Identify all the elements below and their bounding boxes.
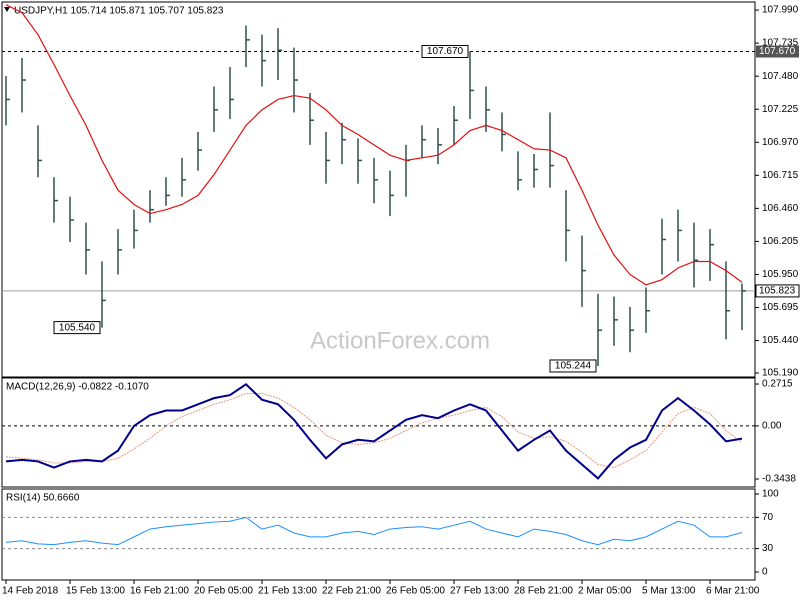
price-label: 105.823 xyxy=(759,286,796,297)
panel-frame xyxy=(1,1,756,378)
panel-title: RSI(14) 50.6660 xyxy=(6,493,80,504)
x-tick-label: 28 Feb 21:00 xyxy=(514,586,573,597)
y-tick-label: 0.2715 xyxy=(762,379,793,390)
y-tick-label: 105.190 xyxy=(762,368,799,379)
y-tick-label: 105.440 xyxy=(762,335,799,346)
y-tick-label: 107.735 xyxy=(762,38,799,49)
price-box xyxy=(755,284,800,298)
x-tick-label: 2 Mar 05:00 xyxy=(578,586,632,597)
y-tick-label: -0.3438 xyxy=(762,474,796,485)
y-tick-label: 30 xyxy=(762,543,774,554)
watermark: ActionForex.com xyxy=(310,327,490,354)
x-tick-label: 14 Feb 2018 xyxy=(2,586,59,597)
y-tick-label: 0.00 xyxy=(762,421,782,432)
ma-line xyxy=(5,4,743,286)
y-tick-label: 106.715 xyxy=(762,170,799,181)
level-label: 107.670 xyxy=(759,46,796,57)
y-tick-label: 107.225 xyxy=(762,104,799,115)
annotation-box xyxy=(421,45,469,59)
x-tick-label: 20 Feb 05:00 xyxy=(194,586,253,597)
x-tick-label: 15 Feb 13:00 xyxy=(66,586,125,597)
values-line xyxy=(5,516,743,546)
annotation-label: 107.670 xyxy=(427,46,464,57)
y-tick-label: 100 xyxy=(762,489,779,500)
x-tick-label: 6 Mar 21:00 xyxy=(706,586,760,597)
panel-frame xyxy=(1,377,756,488)
x-tick-label: 21 Feb 13:00 xyxy=(258,586,317,597)
y-tick-label: 70 xyxy=(762,512,774,523)
x-tick-label: 16 Feb 21:00 xyxy=(130,586,189,597)
y-tick-label: 105.950 xyxy=(762,269,799,280)
menu-icon xyxy=(4,7,10,12)
x-tick-label: 5 Mar 13:00 xyxy=(642,586,696,597)
x-tick-label: 26 Feb 05:00 xyxy=(386,586,445,597)
panel-title: MACD(12,26,9) -0.0822 -0.1070 xyxy=(6,382,149,393)
y-tick-label: 107.990 xyxy=(762,5,799,16)
annotation-box xyxy=(549,359,597,373)
macd-line xyxy=(5,382,743,480)
y-tick-label: 106.205 xyxy=(762,236,799,247)
level-box xyxy=(756,45,799,58)
x-tick-label: 27 Feb 13:00 xyxy=(450,586,509,597)
y-tick-label: 0 xyxy=(762,567,768,578)
y-tick-label: 107.480 xyxy=(762,71,799,82)
panel-frame xyxy=(1,488,756,581)
y-tick-label: 106.970 xyxy=(762,137,799,148)
y-tick-label: 106.460 xyxy=(762,203,799,214)
signal-line xyxy=(5,393,743,469)
annotation-box xyxy=(53,321,101,335)
x-tick-label: 22 Feb 21:00 xyxy=(322,586,381,597)
panel-title: USDJPY,H1 105.714 105.871 105.707 105.82… xyxy=(14,6,224,17)
annotation-label: 105.244 xyxy=(555,361,592,372)
annotation-label: 105.540 xyxy=(59,322,96,333)
y-tick-label: 105.695 xyxy=(762,302,799,313)
